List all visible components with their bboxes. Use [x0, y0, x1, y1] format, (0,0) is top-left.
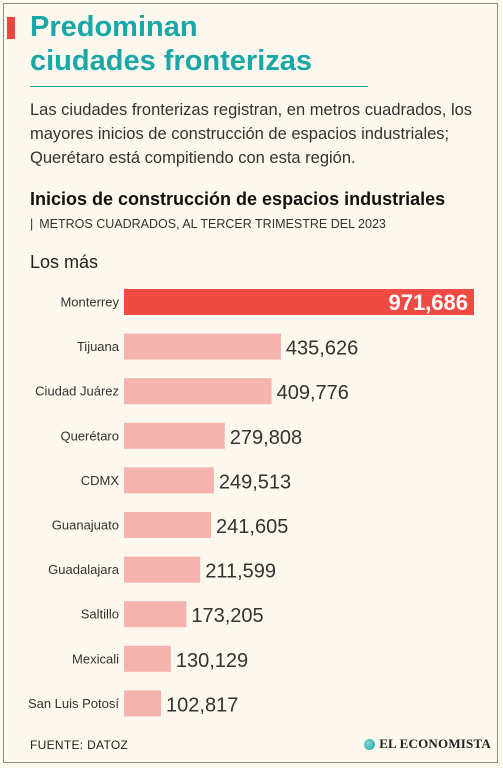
chart-subtitle: METROS CUADRADOS, AL TERCER TRIMESTRE DE… [39, 217, 386, 231]
category-label-0: Monterrey [60, 295, 119, 310]
category-label-7: Saltillo [81, 607, 119, 622]
bar-chart: Monterrey 971,686 Tijuana 435,626 Ciudad Juá… [28, 289, 474, 717]
value-label-2: 409,776 [277, 382, 349, 404]
value-label-7: 173,205 [191, 605, 263, 627]
bar-7 [124, 601, 187, 628]
lede-paragraph: Las ciudades fronterizas registran, en m… [30, 101, 473, 167]
category-label-8: Mexicali [72, 651, 119, 666]
value-label-4: 249,513 [219, 471, 291, 493]
category-label-3: Querétaro [60, 428, 119, 443]
bar-8 [124, 645, 171, 672]
bar-3 [124, 422, 225, 449]
bar-5 [124, 512, 212, 538]
headline-line-2: ciudades fronterizas [30, 45, 313, 77]
value-label-6: 211,599 [205, 561, 276, 583]
category-label-4: CDMX [81, 473, 120, 488]
headline: Predominan ciudades fronterizas [30, 10, 490, 78]
bar-0 [124, 289, 474, 315]
category-label-9: San Luis Potosí [28, 696, 119, 711]
section-label: Los más [30, 252, 99, 272]
bar-9 [124, 690, 162, 717]
bar-2 [124, 378, 272, 405]
bar-4 [124, 467, 214, 494]
value-label-9: 102,817 [166, 694, 238, 716]
chart-subtitle-row: | METROS CUADRADOS, AL TERCER TRIMESTRE D… [30, 215, 490, 233]
category-label-6: Guadalajara [48, 562, 120, 577]
bar-1 [124, 333, 281, 360]
value-label-0: 971,686 [388, 290, 468, 315]
headline-divider [30, 86, 368, 87]
source-note: FUENTE: DATOZ [30, 738, 129, 752]
value-label-8: 130,129 [176, 650, 248, 672]
category-label-1: Tijuana [77, 339, 120, 354]
headline-line-1: Predominan [30, 11, 198, 43]
category-label-2: Ciudad Juárez [35, 384, 119, 399]
brand-name: EL ECONOMISTA [379, 736, 491, 751]
brand-logo: EL ECONOMISTA [364, 736, 491, 752]
bar-6 [124, 556, 201, 583]
category-label-5: Guanajuato [52, 518, 119, 533]
value-label-5: 241,605 [216, 516, 288, 538]
chart-title: Inicios de construcción de espacios indu… [30, 189, 446, 209]
value-label-3: 279,808 [230, 427, 302, 449]
value-label-1: 435,626 [286, 338, 358, 360]
globe-icon [364, 738, 376, 750]
subtitle-separator: | [30, 217, 34, 231]
headline-accent-bar [7, 17, 15, 39]
